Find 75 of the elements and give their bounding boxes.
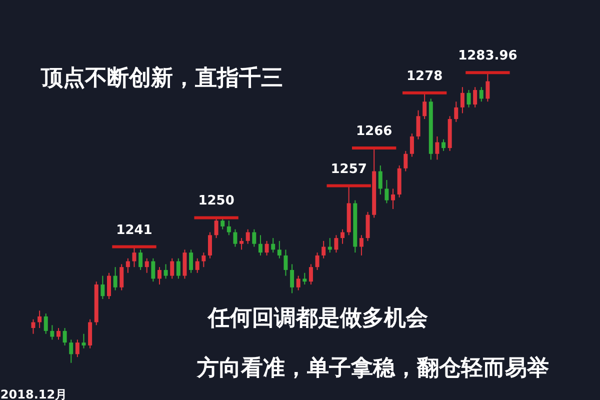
candlestick xyxy=(416,110,420,140)
candlestick xyxy=(308,264,313,285)
annotation: 1266 xyxy=(356,124,392,140)
candlestick xyxy=(69,339,74,364)
candlestick xyxy=(442,138,446,152)
candlestick xyxy=(322,240,326,259)
candlestick xyxy=(246,228,250,244)
candlestick xyxy=(202,252,206,268)
candlestick xyxy=(182,249,187,280)
candlestick xyxy=(422,92,427,120)
candlestick xyxy=(473,86,478,108)
candlestick xyxy=(435,136,440,160)
candlestick xyxy=(208,232,212,259)
candlestick xyxy=(38,310,42,329)
candlestick xyxy=(157,266,162,285)
candlestick xyxy=(290,264,294,294)
candlestick xyxy=(113,266,118,291)
candlestick xyxy=(138,249,143,270)
chart-title: 顶点不断创新，直指千三 xyxy=(40,65,283,91)
candlestick xyxy=(220,217,225,230)
candlestick xyxy=(214,217,218,239)
candlestick xyxy=(75,339,80,358)
candlestick xyxy=(410,133,414,158)
candlestick xyxy=(315,252,320,270)
candlestick xyxy=(176,258,180,280)
candlestick xyxy=(144,258,149,274)
candlestick xyxy=(479,86,484,102)
candlestick xyxy=(195,258,200,274)
candlestick xyxy=(284,249,288,276)
candlestick xyxy=(233,228,238,248)
annotation: 1250 xyxy=(198,194,234,209)
candlestick xyxy=(378,164,382,195)
candlestick xyxy=(44,313,48,334)
candlestick xyxy=(100,275,105,300)
candlestick xyxy=(151,258,156,282)
candlestick xyxy=(56,328,60,340)
candlestick xyxy=(189,249,194,274)
candlestick xyxy=(466,89,471,108)
candlestick xyxy=(384,179,389,204)
x-tick-label: 2018.12月 xyxy=(0,388,68,400)
candlestick xyxy=(296,275,300,291)
candlestick xyxy=(132,246,136,268)
candlestick xyxy=(31,318,36,334)
candlestick xyxy=(454,101,458,122)
candlestick xyxy=(106,272,111,300)
candlestick xyxy=(264,240,269,256)
annotation: 任何回调都是做多机会 xyxy=(207,306,429,331)
candlestick xyxy=(334,234,338,254)
annotation: 1241 xyxy=(116,222,152,238)
candlestick xyxy=(366,211,370,242)
candlestick xyxy=(126,258,130,274)
candlestick xyxy=(62,328,67,346)
candlestick xyxy=(359,234,364,256)
candlestick xyxy=(258,234,262,256)
candlestick xyxy=(404,150,408,172)
candlestick xyxy=(391,188,396,210)
candlestick xyxy=(50,324,54,340)
candlestick xyxy=(88,318,92,349)
candlestick xyxy=(271,238,276,254)
candlestick xyxy=(82,333,86,349)
candlestick xyxy=(460,86,464,114)
annotation: 1283.96 xyxy=(458,48,518,64)
candlestick xyxy=(252,228,256,248)
candlestick xyxy=(486,72,490,102)
annotation: 方向看准，单子拿稳，翻仓轻而易举 xyxy=(196,355,549,381)
candlestick xyxy=(277,240,282,259)
candlestick xyxy=(340,228,345,244)
candlestick xyxy=(302,272,307,285)
candlestick xyxy=(120,264,124,291)
candlestick xyxy=(164,264,168,280)
candlestick xyxy=(170,258,174,280)
candlestick xyxy=(240,238,244,250)
annotation: 1278 xyxy=(406,68,443,84)
annotation: 1257 xyxy=(330,162,367,177)
candlestick xyxy=(226,220,231,236)
